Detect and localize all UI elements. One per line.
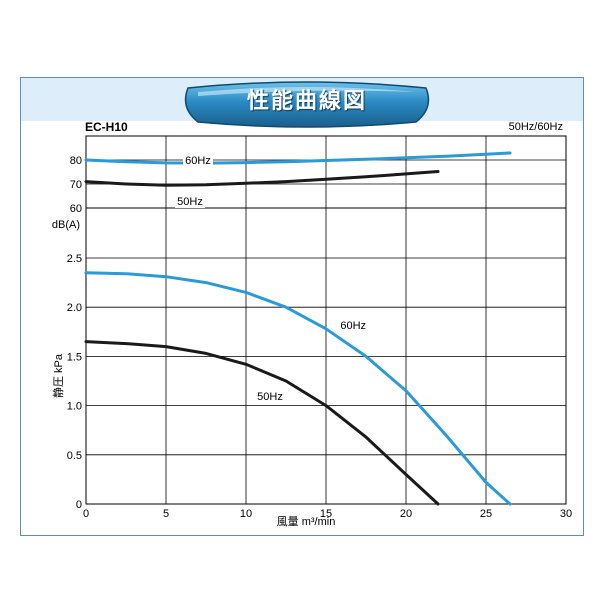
bottom-xlabel: 風量 m³/min xyxy=(277,515,336,528)
xtick-label: 30 xyxy=(560,508,572,520)
labels: 60 70 80 dB(A) 0 0.5 1.0 1.5 2.0 2.5 0 5 10 15 20 25 30 風… xyxy=(51,154,572,528)
top-ytick-label: 70 xyxy=(70,179,82,191)
xtick-label: 20 xyxy=(400,508,412,520)
db-60hz-label: 60Hz xyxy=(185,155,211,167)
title-badge: 性能曲線図 xyxy=(176,78,438,132)
db-60hz-label-bg xyxy=(183,154,213,167)
pressure-50hz-label: 50Hz xyxy=(257,391,283,403)
pressure-60hz-label: 60Hz xyxy=(340,320,366,332)
bottom-ylabel: 静圧 kPa xyxy=(51,353,65,398)
bottom-ytick-label: 1.5 xyxy=(67,351,82,363)
chart-panel: 性能曲線図 60 70 80 dB(A) 0 0.5 1.0 1.5 2.0 2.5 0 5 10 15 2… xyxy=(20,77,584,536)
pressure-50hz-label-bg xyxy=(255,390,285,403)
pressure-curve-60hz xyxy=(84,271,512,506)
xtick-label: 5 xyxy=(163,508,169,520)
db-50hz-label-bg xyxy=(175,195,205,208)
bottom-ytick-label: 0 xyxy=(76,499,82,511)
bottom-ytick-label: 2.0 xyxy=(67,302,82,314)
bottom-ytick-label: 2.5 xyxy=(67,253,82,265)
db-curve-50hz xyxy=(84,170,440,187)
xtick-label: 10 xyxy=(240,508,252,520)
pressure-60hz-label-bg xyxy=(338,319,369,332)
xtick-label: 15 xyxy=(320,508,332,520)
title-badge-shape xyxy=(184,81,430,128)
top-ylabel: dB(A) xyxy=(52,219,80,231)
model-label: EC-H10 xyxy=(85,120,128,134)
xtick-label: 25 xyxy=(480,508,492,520)
pressure-curve-50hz xyxy=(84,340,440,506)
frequency-legend: 50Hz/60Hz xyxy=(508,121,563,133)
performance-chart: 60 70 80 dB(A) 0 0.5 1.0 1.5 2.0 2.5 0 5 10 15 20 25 30 風… xyxy=(51,135,572,528)
chart-title: 性能曲線図 xyxy=(246,89,367,114)
top-ytick-label: 80 xyxy=(70,155,82,167)
top-ytick-label: 60 xyxy=(70,203,82,215)
grid-top xyxy=(85,135,567,209)
bottom-ytick-label: 0.5 xyxy=(67,450,82,462)
xtick-label: 0 xyxy=(83,508,89,520)
grid-bottom xyxy=(85,207,567,505)
curves xyxy=(84,151,512,506)
db-50hz-label: 50Hz xyxy=(177,196,203,208)
bottom-ytick-label: 1.0 xyxy=(67,401,82,413)
db-curve-60hz xyxy=(84,151,512,165)
